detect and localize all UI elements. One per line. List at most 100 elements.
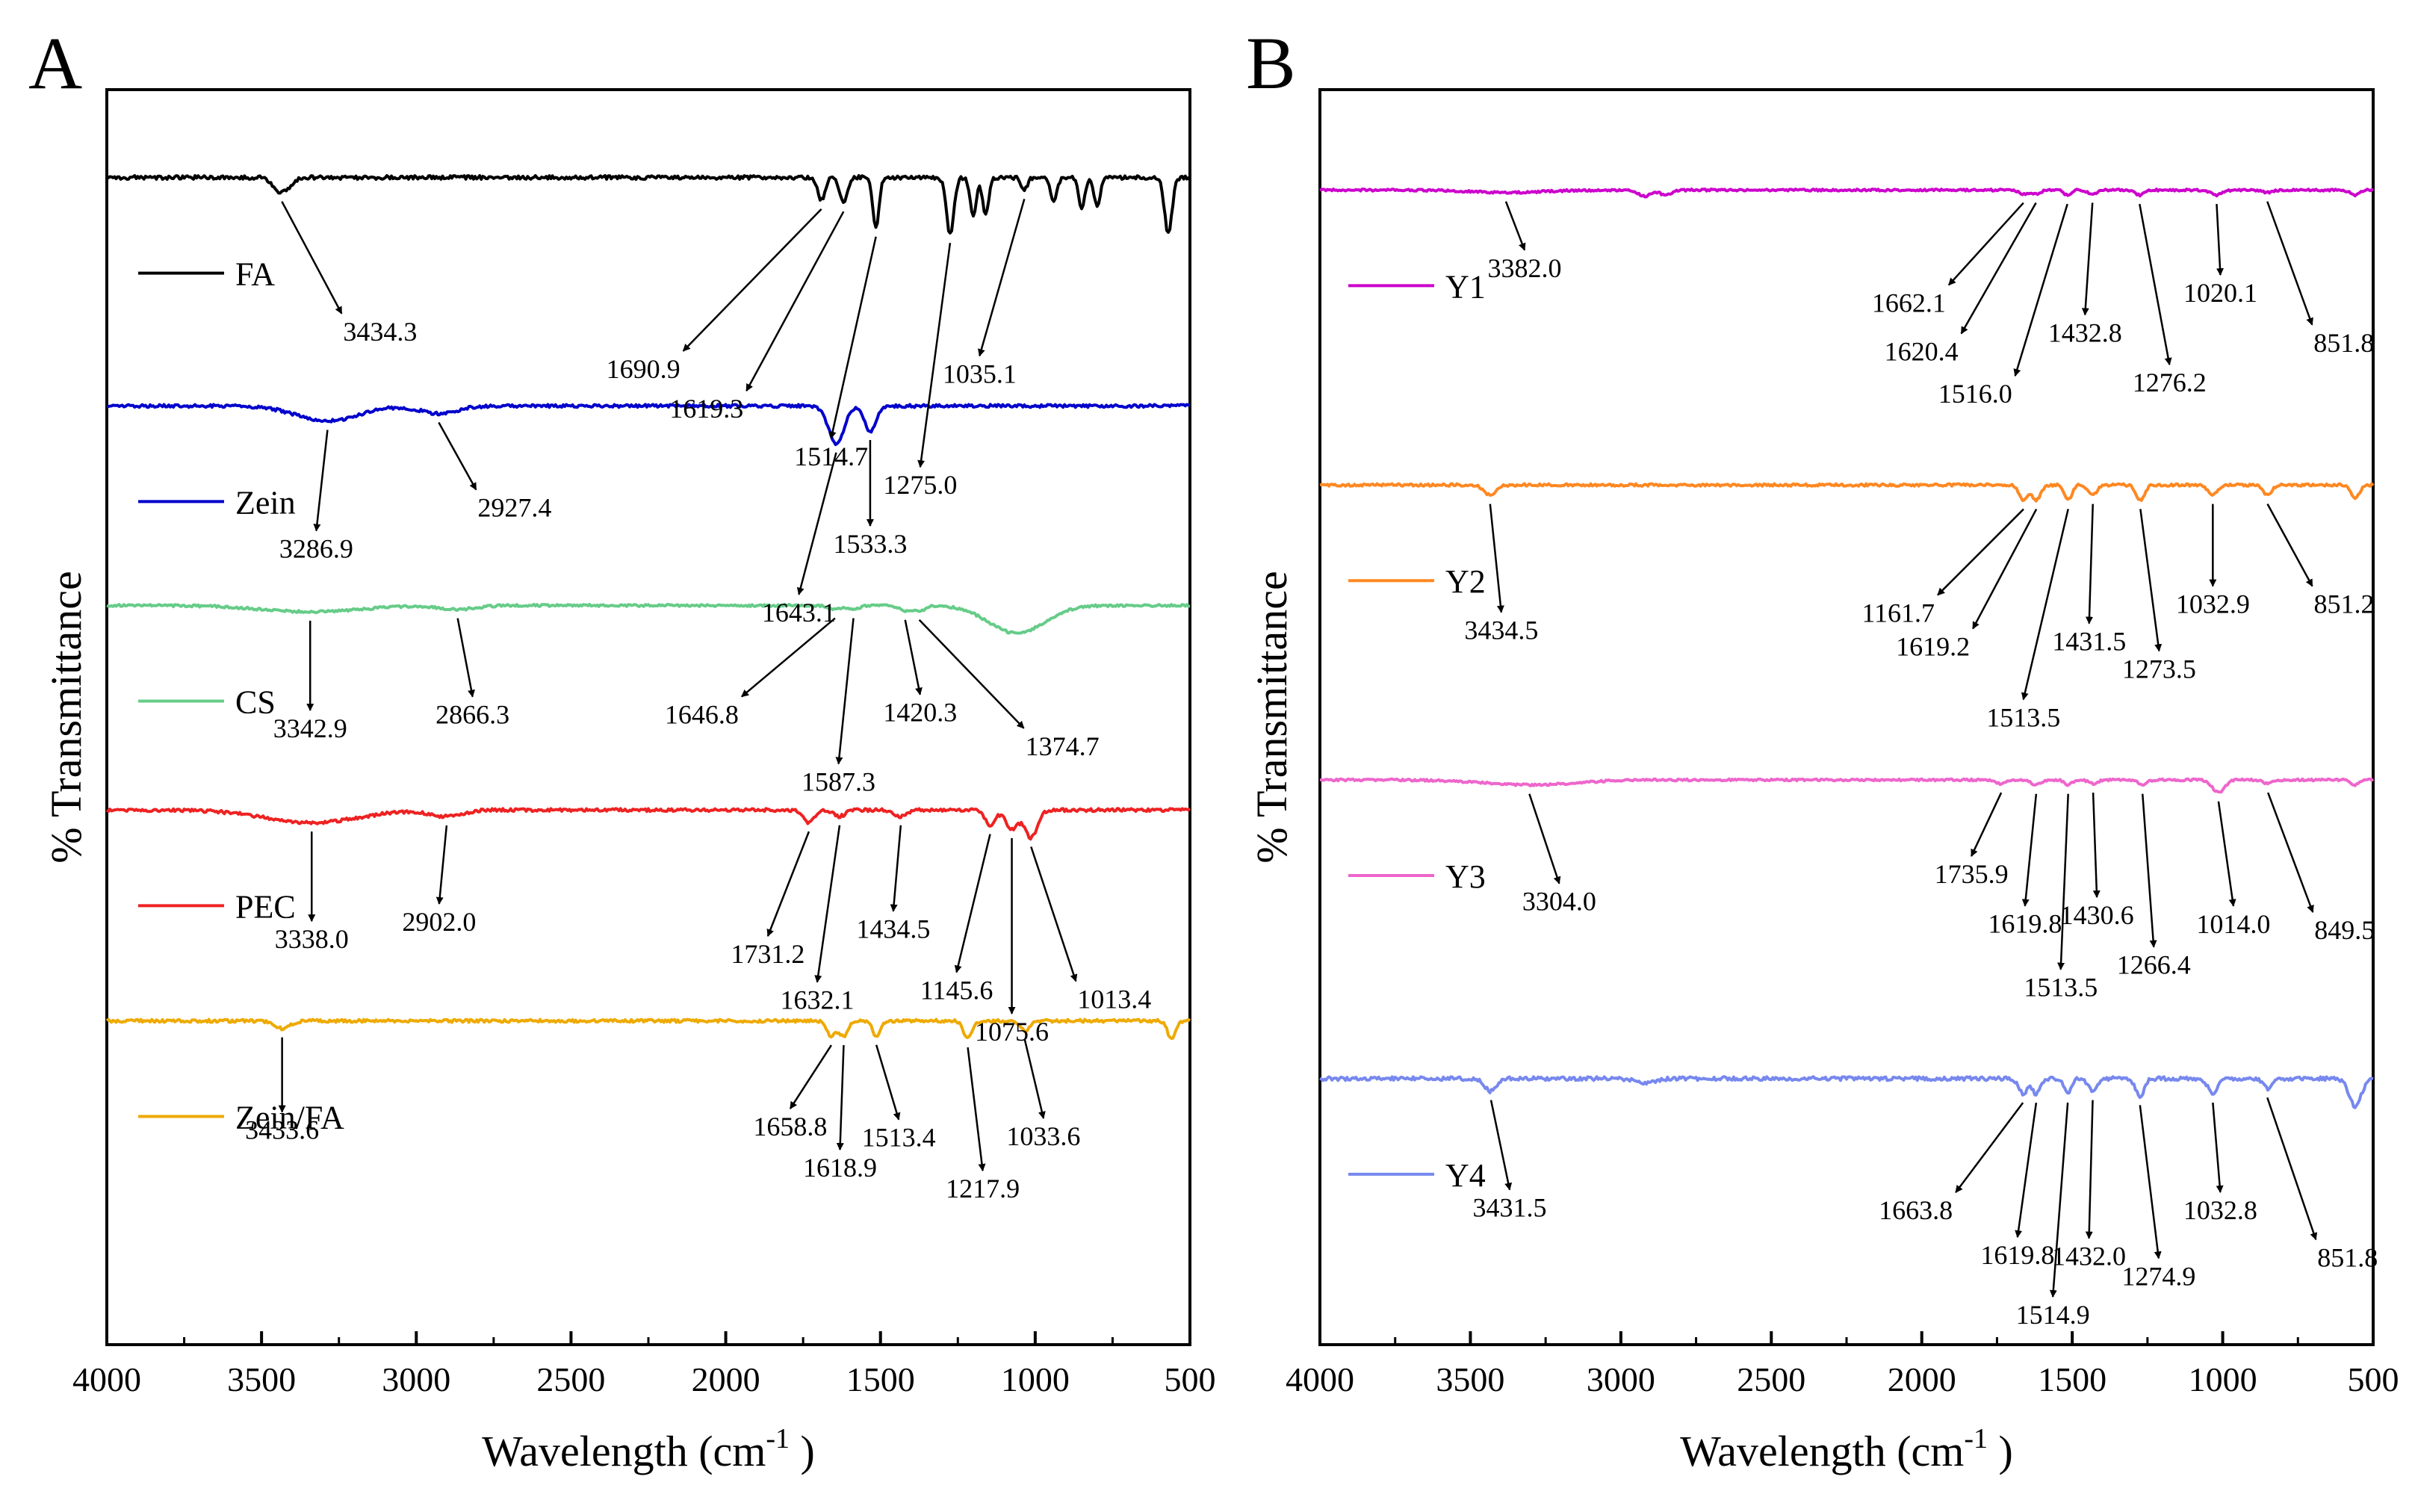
- peak-label: 3342.9: [273, 713, 347, 743]
- peak-arrow: [977, 199, 1026, 357]
- x-tick-label: 2500: [1737, 1360, 1805, 1398]
- peak-arrow: [814, 825, 841, 983]
- peak-label: 1431.5: [2052, 627, 2126, 657]
- peak-label: 1020.1: [2183, 278, 2257, 308]
- peak-arrow: [904, 619, 923, 695]
- legend-label: FA: [235, 256, 275, 293]
- peak-arrow: [1023, 1039, 1046, 1119]
- spectrum-trace-cs: [106, 603, 1191, 635]
- peak-label: 851.2: [2314, 589, 2375, 619]
- legend-label: Zein/FA: [235, 1100, 344, 1136]
- peak-label: 3382.0: [1487, 253, 1561, 283]
- peak-arrow: [967, 1047, 986, 1172]
- peak-arrow: [1970, 792, 2003, 857]
- peak-arrow: [2013, 203, 2068, 377]
- peak-arrow: [2057, 793, 2069, 970]
- peak-arrow: [828, 236, 877, 439]
- peak-arrow: [917, 243, 952, 468]
- legend-label: Y4: [1445, 1157, 1486, 1194]
- peak-label: 1618.9: [803, 1153, 877, 1183]
- spectrum-trace-pec: [105, 807, 1191, 841]
- peak-arrow: [2081, 202, 2094, 316]
- peak-arrow: [2266, 1097, 2318, 1241]
- peak-label: 1658.8: [753, 1112, 827, 1141]
- peak-arrow: [2015, 1102, 2038, 1239]
- panel-a-x-ticks: 4000 3500 3000 2500 2000 1500 1000 500: [72, 1331, 1216, 1398]
- spectrum-trace-y2: [1319, 482, 2375, 503]
- x-tick-label: 1000: [1001, 1360, 1070, 1398]
- peak-arrow: [1972, 508, 2038, 630]
- peak-label: 1632.1: [780, 985, 854, 1015]
- peak-label: 1434.5: [856, 914, 930, 944]
- peak-label: 1619.8: [1980, 1240, 2054, 1270]
- legend-label: Y2: [1445, 563, 1486, 600]
- peak-arrow: [1960, 202, 2037, 335]
- peak-label: 1619.2: [1896, 632, 1970, 662]
- peak-label: 1731.2: [731, 939, 805, 969]
- x-tick-label: 500: [2348, 1360, 2399, 1398]
- panel-a-x-axis-label: Wavelength (cm-1 ): [482, 1423, 815, 1475]
- peak-label: 3434.5: [1464, 616, 1538, 645]
- peak-label: 1513.5: [1986, 702, 2060, 732]
- peak-label: 1516.0: [1938, 379, 2012, 409]
- peak-label: 1430.6: [2060, 900, 2134, 930]
- peak-arrow: [1489, 504, 1504, 613]
- peak-label: 1690.9: [607, 354, 681, 384]
- peak-arrow: [789, 1044, 832, 1109]
- peak-arrow: [2217, 801, 2236, 907]
- peak-arrow: [766, 831, 810, 938]
- x-tick-label: 4000: [1286, 1360, 1354, 1398]
- x-tick-label: 2000: [1888, 1360, 1956, 1398]
- peak-label: 1587.3: [802, 767, 875, 797]
- peak-label: 1619.3: [669, 394, 743, 424]
- panel-a-letter: A: [28, 22, 82, 105]
- peak-arrow: [741, 617, 836, 698]
- peak-arrow: [1504, 201, 1526, 251]
- peak-arrow: [456, 618, 475, 698]
- peak-arrow: [2216, 204, 2224, 276]
- peak-label: 1514.9: [2016, 1300, 2090, 1330]
- peak-label: 3338.0: [275, 924, 349, 954]
- peak-label: 1646.8: [665, 700, 739, 730]
- peak-label: 1033.6: [1006, 1121, 1080, 1151]
- peak-arrow: [835, 618, 855, 765]
- legend-label: Zein: [235, 484, 296, 521]
- peak-arrow: [2139, 203, 2172, 366]
- peak-label: 1374.7: [1026, 731, 1100, 761]
- peak-label: 849.5: [2314, 915, 2375, 945]
- x-tick-label: 4000: [72, 1360, 141, 1398]
- peak-label: 2866.3: [435, 700, 509, 730]
- peak-arrow: [1528, 793, 1561, 884]
- peak-label: 1035.1: [943, 359, 1017, 388]
- peak-arrow: [890, 825, 902, 912]
- peak-arrow: [281, 201, 343, 315]
- peak-label: 1032.9: [2176, 589, 2250, 619]
- peak-label: 1662.1: [1872, 288, 1946, 318]
- peak-arrow: [918, 619, 1025, 729]
- peak-arrow: [1030, 846, 1078, 982]
- peak-label: 1275.0: [883, 470, 957, 500]
- panel-b-x-axis-label: Wavelength (cm-1 ): [1680, 1423, 2013, 1475]
- peak-label: 1145.6: [920, 976, 993, 1006]
- peak-arrow: [2266, 201, 2313, 326]
- peak-arrow: [2267, 792, 2314, 913]
- panel-a-traces: [105, 174, 1191, 1040]
- legend-label: CS: [235, 684, 276, 720]
- peak-arrow: [1947, 202, 2024, 286]
- peak-label: 1032.8: [2183, 1195, 2257, 1225]
- peak-arrow: [2085, 1100, 2094, 1239]
- spectrum-trace-y3: [1319, 777, 2375, 794]
- x-tick-label: 3500: [227, 1360, 296, 1398]
- peak-label: 1513.5: [2024, 973, 2098, 1003]
- peak-label: 1533.3: [833, 529, 907, 559]
- peak-label: 1014.0: [2196, 909, 2270, 939]
- peak-arrow: [2021, 509, 2069, 701]
- peak-label: 851.8: [2317, 1242, 2378, 1272]
- peak-arrow: [796, 452, 837, 595]
- legend-label: PEC: [235, 888, 296, 925]
- peak-label: 1514.7: [794, 441, 868, 471]
- peak-arrow: [313, 430, 329, 532]
- peak-label: 3434.3: [343, 317, 417, 347]
- panel-a: A FA Zein CS PEC Zein/FA 3434.3 1690.9 1619.3 1…: [28, 22, 1216, 1475]
